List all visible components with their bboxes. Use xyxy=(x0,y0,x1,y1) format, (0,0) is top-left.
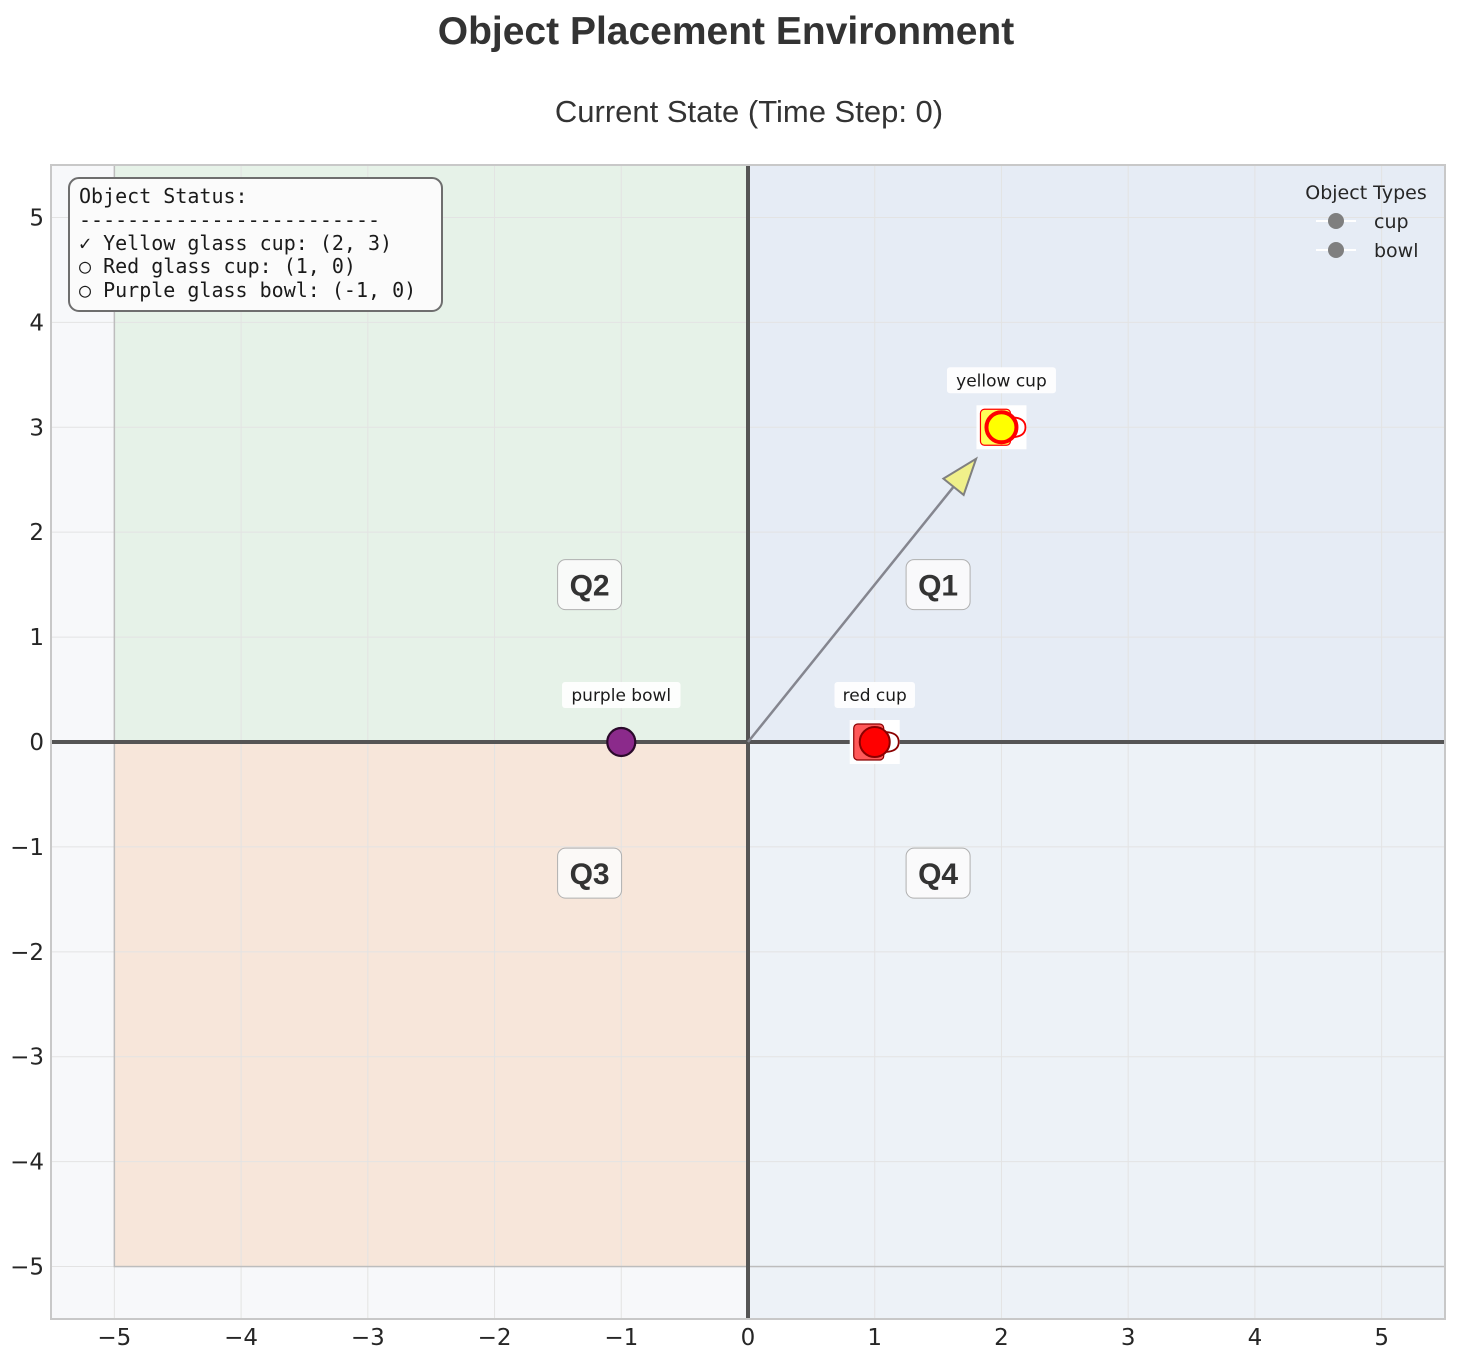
quadrant-labels: Q1 Q2 Q3 Q4 xyxy=(557,559,971,899)
quadrant-label-box xyxy=(557,847,623,899)
x-tick-label: 3 xyxy=(1121,1325,1136,1351)
quadrant-region-q1 xyxy=(748,165,1445,742)
object-yellow-cup: yellow cup xyxy=(946,367,1056,450)
quadrant-label-text: Q2 xyxy=(570,570,610,603)
x-tick-label: −4 xyxy=(224,1325,258,1351)
quadrant-regions xyxy=(114,165,1445,1319)
quadrant-label-q4: Q4 xyxy=(905,847,971,899)
x-tick-label: −5 xyxy=(97,1325,131,1351)
object-status-box: Object Status: -------------------------… xyxy=(68,177,443,312)
legend-label-bowl: bowl xyxy=(1374,240,1419,262)
status-box-frame xyxy=(68,177,443,312)
legend-title: Object Types xyxy=(1305,182,1426,204)
figure-title: Object Placement Environment xyxy=(438,10,1015,53)
status-line-yellow-cup: ✓ Yellow glass cup: (2, 3) xyxy=(79,231,392,255)
plot-frame xyxy=(50,164,1446,1320)
object-label-box xyxy=(946,367,1056,394)
object-label-text: yellow cup xyxy=(956,371,1047,391)
x-tick-label: −1 xyxy=(604,1325,638,1351)
x-tick-label: −3 xyxy=(351,1325,385,1351)
object-label-text: red cup xyxy=(843,686,907,706)
quadrant-region-q4 xyxy=(748,742,1445,1319)
quadrant-region-q3 xyxy=(114,742,748,1267)
object-purple-bowl: purple bowl xyxy=(562,682,681,758)
x-tick-label: 5 xyxy=(1374,1325,1389,1351)
quadrant-label-q3: Q3 xyxy=(557,847,623,899)
x-tick-label: 2 xyxy=(994,1325,1009,1351)
y-tick-label: −1 xyxy=(10,835,44,861)
y-tick-label: 2 xyxy=(29,520,44,546)
y-tick-label: −4 xyxy=(10,1150,44,1176)
x-tick-label: −2 xyxy=(478,1325,512,1351)
y-tick-labels: −5 −4 −3 −2 −1 0 1 2 3 4 5 xyxy=(10,205,44,1280)
status-title: Object Status: xyxy=(79,184,248,208)
quadrant-label-q2: Q2 xyxy=(557,559,623,611)
object-label: purple bowl xyxy=(562,682,681,708)
object-marker xyxy=(606,726,637,758)
quadrant-label-q1: Q1 xyxy=(905,559,971,611)
status-separator: ------------------------- xyxy=(79,208,380,232)
object-marker xyxy=(858,726,891,758)
cup-icon-handle xyxy=(883,731,900,753)
legend-label-cup: cup xyxy=(1374,211,1409,233)
plot-area: Q1 Q2 Q3 Q4 yellow cup red cup purple bowl xyxy=(50,164,1446,1320)
placement-arrow xyxy=(747,456,978,743)
y-tick-label: 3 xyxy=(29,415,44,441)
status-line-red-cup: ○ Red glass cup: (1, 0) xyxy=(79,254,356,278)
x-tick-label: 0 xyxy=(741,1325,756,1351)
x-tick-label: 4 xyxy=(1248,1325,1263,1351)
plot-subtitle: Current State (Time Step: 0) xyxy=(555,94,943,129)
object-label: yellow cup xyxy=(946,367,1056,394)
object-label-box xyxy=(562,682,681,708)
object-label: red cup xyxy=(834,682,915,708)
object-label-box xyxy=(834,682,915,708)
quadrant-label-box xyxy=(905,847,971,899)
y-tick-label: 4 xyxy=(29,310,44,336)
status-line-purple-bowl: ○ Purple glass bowl: (-1, 0) xyxy=(79,278,416,302)
y-tick-label: 5 xyxy=(29,205,44,231)
quadrant-label-box xyxy=(557,559,623,611)
quadrant-label-text: Q1 xyxy=(918,570,958,603)
object-red-cup: red cup xyxy=(834,682,915,764)
y-tick-label: −5 xyxy=(10,1255,44,1281)
y-tick-label: 0 xyxy=(29,730,44,756)
legend-marker-cup xyxy=(1328,213,1344,229)
object-label-text: purple bowl xyxy=(571,686,671,706)
object-marker xyxy=(984,410,1019,445)
y-tick-label: −2 xyxy=(10,940,44,966)
quadrant-label-box xyxy=(905,559,971,611)
object-markers: yellow cup red cup purple bowl xyxy=(562,367,1056,764)
x-tick-label: 1 xyxy=(867,1325,882,1351)
y-tick-label: 1 xyxy=(29,625,44,651)
cup-icon-handle xyxy=(1010,416,1027,439)
x-tick-labels: −5 −4 −3 −2 −1 0 1 2 3 4 5 xyxy=(97,1325,1389,1351)
y-tick-label: −3 xyxy=(10,1045,44,1071)
legend: Object Types cup bowl xyxy=(1305,182,1426,262)
arrow-head xyxy=(941,456,978,497)
arrow-shaft xyxy=(747,485,955,743)
quadrant-label-text: Q3 xyxy=(570,858,610,891)
legend-marker-bowl xyxy=(1328,242,1344,258)
quadrant-label-text: Q4 xyxy=(918,858,958,891)
